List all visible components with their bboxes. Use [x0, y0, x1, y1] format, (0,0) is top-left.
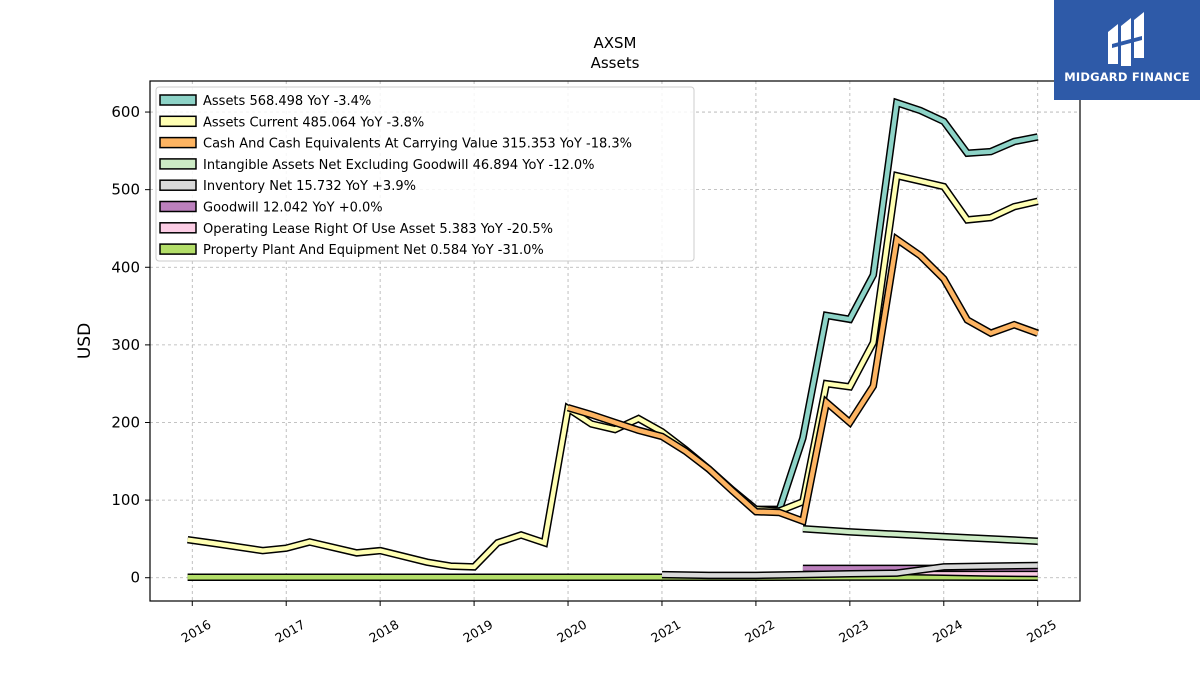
x-tick-label: 2020 [554, 617, 589, 646]
x-tick-label: 2023 [836, 617, 871, 646]
y-tick-label: 300 [111, 336, 140, 354]
legend-label: Assets 568.498 YoY -3.4% [203, 94, 371, 109]
series-4-line [661, 563, 1038, 578]
x-tick-label: 2019 [460, 617, 495, 646]
legend-swatch [159, 200, 197, 213]
legend-label: Assets Current 485.064 YoY -3.8% [203, 115, 424, 130]
y-tick-label: 200 [111, 413, 140, 431]
x-tick-label: 2024 [930, 617, 965, 646]
legend-swatch [159, 243, 197, 255]
y-axis-ticks: 0 100 200 300 400 500 600 [111, 103, 150, 587]
legend-swatch [159, 115, 197, 128]
x-tick-label: 2025 [1024, 617, 1059, 646]
x-tick-label: 2016 [178, 617, 213, 646]
legend-label: Cash And Cash Equivalents At Carrying Va… [203, 137, 632, 152]
legend-swatch [159, 179, 197, 191]
x-tick-label: 2021 [648, 617, 683, 646]
legend: Assets 568.498 YoY -3.4% Assets Current 4… [155, 86, 695, 262]
brand-logo-box: MIDGARD FINANCE [1054, 0, 1200, 100]
brand-name: MIDGARD FINANCE [1064, 70, 1190, 84]
legend-label: Inventory Net 15.732 YoY +3.9% [203, 179, 416, 194]
chart-subtitle: Assets [591, 54, 640, 72]
y-tick-label: 100 [111, 491, 140, 509]
series-1-line [187, 172, 1039, 570]
y-tick-label: 400 [111, 258, 140, 276]
legend-label: Intangible Assets Net Excluding Goodwill… [203, 158, 594, 173]
x-tick-label: 2018 [366, 617, 401, 646]
y-axis-label: USD [75, 323, 95, 359]
legend-box [155, 86, 695, 262]
y-tick-label: 500 [111, 181, 140, 199]
legend-swatch [159, 136, 197, 149]
y-tick-label: 600 [111, 103, 140, 121]
x-axis-ticks: 2016 2017 2018 2019 2020 2021 2022 2023 2024 2025 [178, 601, 1059, 646]
series-2-outline [566, 232, 1039, 527]
legend-label: Goodwill 12.042 YoY +0.0% [203, 201, 383, 216]
legend-label: Property Plant And Equipment Net 0.584 Y… [203, 243, 544, 258]
y-tick-label: 0 [130, 569, 140, 587]
x-tick-label: 2022 [742, 617, 777, 646]
legend-swatch [159, 158, 197, 170]
series-0-line [755, 99, 1039, 512]
legend-swatch [159, 94, 197, 106]
series-2-line [567, 235, 1039, 525]
series-3-line [802, 526, 1038, 544]
chart-title: AXSM [593, 34, 636, 52]
series-layer [187, 97, 1039, 582]
x-tick-label: 2017 [272, 617, 307, 646]
legend-label: Operating Lease Right Of Use Asset 5.383… [203, 222, 553, 237]
brand-logo-icon [1108, 12, 1144, 66]
plot-frame [149, 80, 1081, 602]
legend-swatch [159, 222, 197, 234]
